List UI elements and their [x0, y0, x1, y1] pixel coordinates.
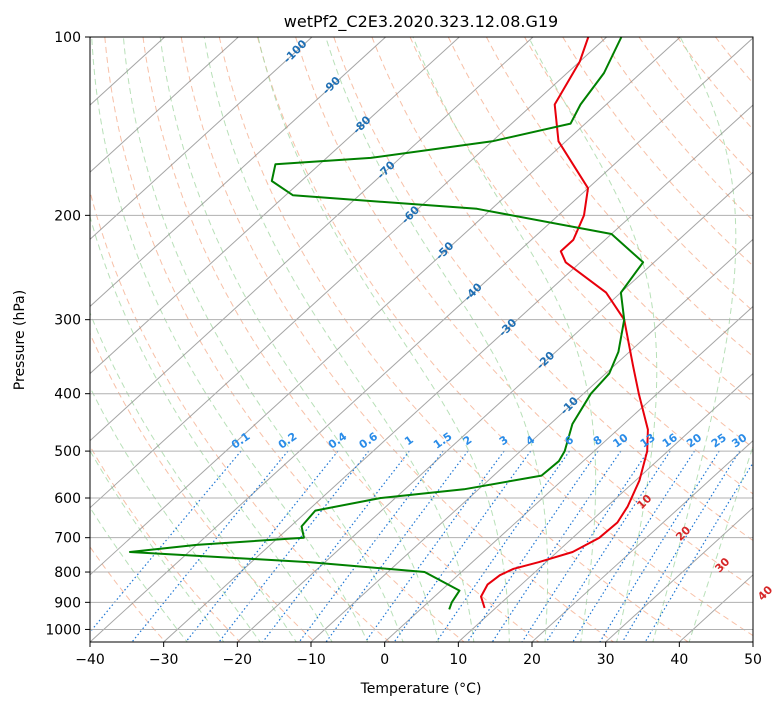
y-tick-label: 700: [54, 531, 81, 547]
chart-title: wetPf2_C2E3.2020.323.12.08.G19: [284, 12, 558, 32]
x-tick-label: 40: [670, 652, 688, 668]
x-tick-label: −30: [149, 652, 179, 668]
y-tick-label: 400: [54, 387, 81, 403]
y-axis-title: Pressure (hPa): [12, 290, 28, 390]
x-tick-label: 10: [449, 652, 467, 668]
x-tick-label: −20: [223, 652, 253, 668]
x-axis-title: Temperature (°C): [360, 681, 482, 697]
y-tick-label: 100: [54, 30, 81, 46]
x-tick-label: −40: [75, 652, 105, 668]
y-tick-label: 600: [54, 491, 81, 507]
y-tick-label: 500: [54, 444, 81, 460]
y-tick-label: 900: [54, 595, 81, 611]
x-tick-label: 30: [597, 652, 615, 668]
x-tick-label: 20: [523, 652, 541, 668]
y-tick-label: 200: [54, 208, 81, 224]
y-tick-label: 300: [54, 313, 81, 329]
y-tick-label: 800: [54, 565, 81, 581]
x-tick-label: 50: [744, 652, 762, 668]
x-tick-label: −10: [296, 652, 326, 668]
y-tick-label: 1000: [45, 622, 81, 638]
x-tick-label: 0: [380, 652, 389, 668]
